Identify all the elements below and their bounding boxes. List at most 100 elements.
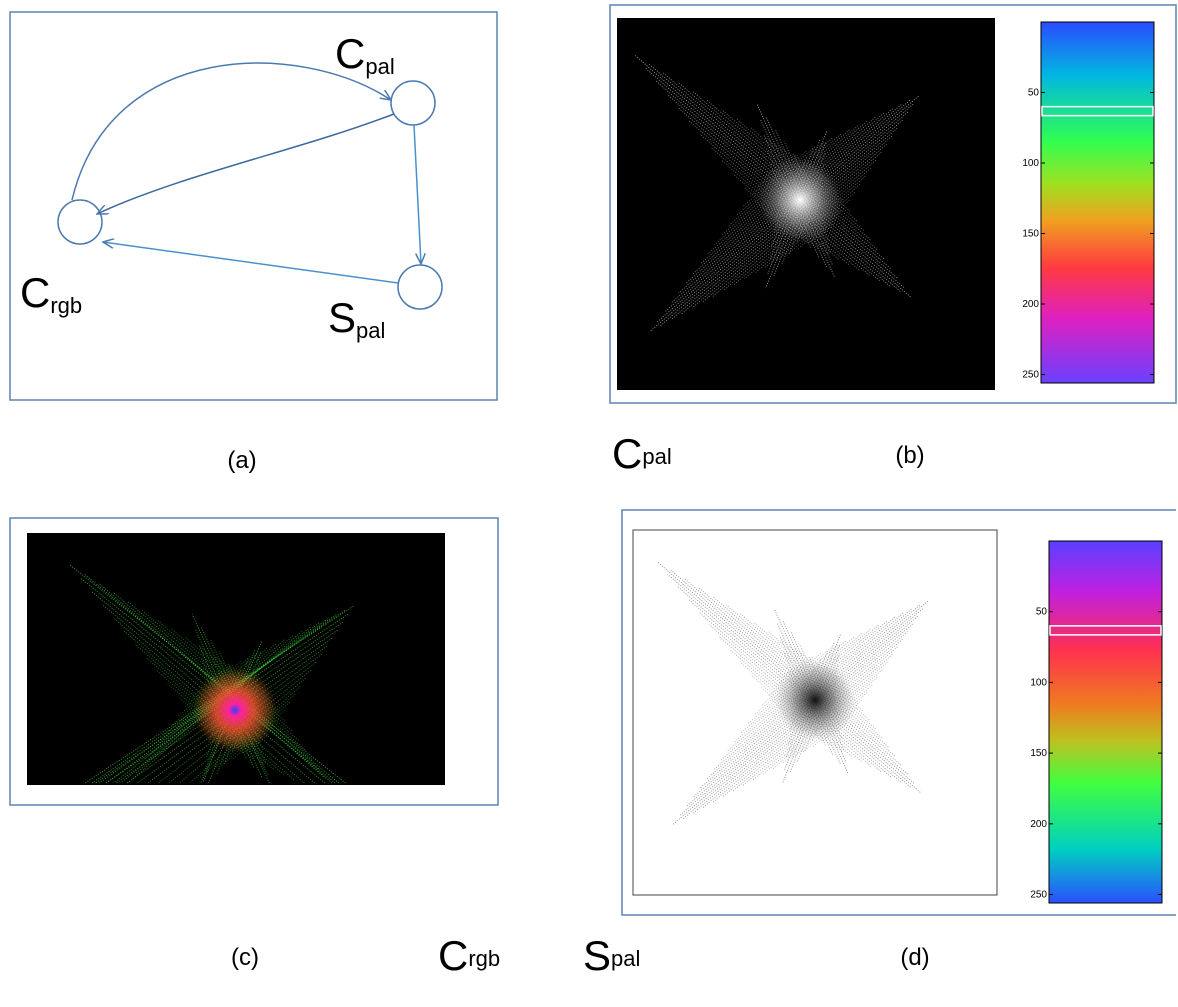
caption: (b) bbox=[895, 442, 924, 469]
tick-label: 100 bbox=[1030, 677, 1047, 688]
ray bbox=[68, 564, 346, 784]
tick-label: 50 bbox=[1036, 607, 1048, 618]
ray bbox=[134, 643, 284, 775]
ray bbox=[782, 620, 847, 762]
caption: (d) bbox=[900, 944, 929, 971]
ray bbox=[200, 641, 263, 784]
ray bbox=[699, 133, 849, 265]
ray bbox=[170, 628, 299, 741]
ray bbox=[756, 103, 835, 277]
node bbox=[397, 264, 443, 310]
image-content bbox=[656, 561, 929, 826]
image-content bbox=[633, 54, 919, 332]
ray bbox=[177, 660, 242, 717]
ray bbox=[733, 159, 877, 286]
ray bbox=[776, 622, 841, 764]
tick-label: 200 bbox=[1030, 819, 1047, 830]
ray bbox=[744, 167, 871, 280]
arrow bbox=[71, 62, 391, 201]
label-sub: pal bbox=[356, 318, 385, 343]
arrow bbox=[97, 113, 395, 214]
ray bbox=[710, 146, 839, 260]
frame bbox=[9, 11, 498, 401]
ray bbox=[773, 142, 827, 277]
ray bbox=[149, 643, 277, 756]
ray bbox=[712, 596, 895, 757]
colorbar-axis: 50 100 150 200 250 bbox=[1030, 607, 1162, 901]
image-content bbox=[68, 564, 354, 784]
tick-label: 200 bbox=[1022, 299, 1039, 310]
frame bbox=[621, 509, 1176, 916]
node bbox=[57, 199, 103, 245]
ray bbox=[767, 139, 821, 275]
ray bbox=[681, 608, 923, 821]
ray bbox=[714, 133, 842, 246]
node-label: Crgb bbox=[20, 269, 82, 318]
ray bbox=[112, 617, 305, 784]
colorbar bbox=[1048, 540, 1163, 904]
ray bbox=[112, 591, 326, 779]
panel-label: Cpal bbox=[612, 430, 672, 477]
tick-label: 150 bbox=[1030, 748, 1047, 759]
ray bbox=[178, 696, 243, 754]
frame bbox=[609, 4, 1177, 404]
ray bbox=[735, 118, 864, 231]
frame bbox=[9, 517, 499, 806]
ray bbox=[743, 186, 808, 244]
ray bbox=[721, 109, 871, 241]
ray bbox=[799, 644, 843, 739]
label-base: S bbox=[328, 294, 356, 341]
ray bbox=[145, 656, 274, 770]
ray bbox=[95, 613, 349, 784]
ray bbox=[677, 81, 891, 269]
ray bbox=[707, 129, 850, 255]
ray bbox=[698, 611, 882, 773]
label-sub: pal bbox=[365, 54, 394, 79]
ray bbox=[765, 131, 828, 289]
panel-a: Cpal Crgb Spal (a) bbox=[9, 11, 498, 474]
ray bbox=[648, 63, 905, 288]
arrow bbox=[413, 124, 421, 264]
bottom-label: Spal bbox=[583, 932, 640, 979]
colorbar-axis: 50 100 150 200 250 bbox=[1022, 88, 1154, 381]
tick-label: 100 bbox=[1022, 158, 1039, 169]
ray bbox=[746, 644, 838, 725]
label-base: S bbox=[583, 932, 611, 979]
center-glow bbox=[775, 660, 855, 740]
tick-label: 150 bbox=[1022, 229, 1039, 240]
ray bbox=[90, 590, 326, 784]
label-base: C bbox=[20, 269, 50, 316]
tick-label: 250 bbox=[1022, 370, 1039, 381]
ray bbox=[142, 639, 285, 765]
ray bbox=[664, 104, 902, 313]
ray bbox=[785, 651, 828, 758]
ray bbox=[79, 577, 336, 784]
caption: (a) bbox=[227, 447, 256, 474]
ray bbox=[786, 199, 850, 256]
caption: (c) bbox=[231, 944, 259, 971]
center-glow bbox=[193, 668, 277, 752]
ray bbox=[796, 655, 840, 763]
panel-b: 50 100 150 200 250 Cpal (b) bbox=[609, 4, 1177, 477]
ray bbox=[666, 94, 880, 282]
highlight bbox=[1049, 625, 1162, 636]
label-sub: rgb bbox=[468, 946, 500, 971]
arrow bbox=[103, 242, 399, 284]
node-label: Spal bbox=[328, 294, 385, 343]
ray bbox=[644, 67, 901, 292]
highlight bbox=[1041, 105, 1154, 117]
ray bbox=[783, 651, 826, 746]
ray bbox=[678, 112, 885, 294]
node bbox=[390, 80, 436, 126]
bottom-label: Crgb bbox=[438, 932, 500, 979]
ray bbox=[158, 661, 317, 784]
label-base: C bbox=[335, 30, 365, 77]
tick-label: 250 bbox=[1030, 890, 1047, 901]
ray bbox=[773, 608, 849, 774]
ray bbox=[678, 604, 920, 817]
panel-c: (c) bbox=[9, 517, 499, 971]
center-glow bbox=[758, 158, 842, 242]
ray bbox=[761, 669, 883, 776]
label-sub: pal bbox=[642, 444, 671, 469]
